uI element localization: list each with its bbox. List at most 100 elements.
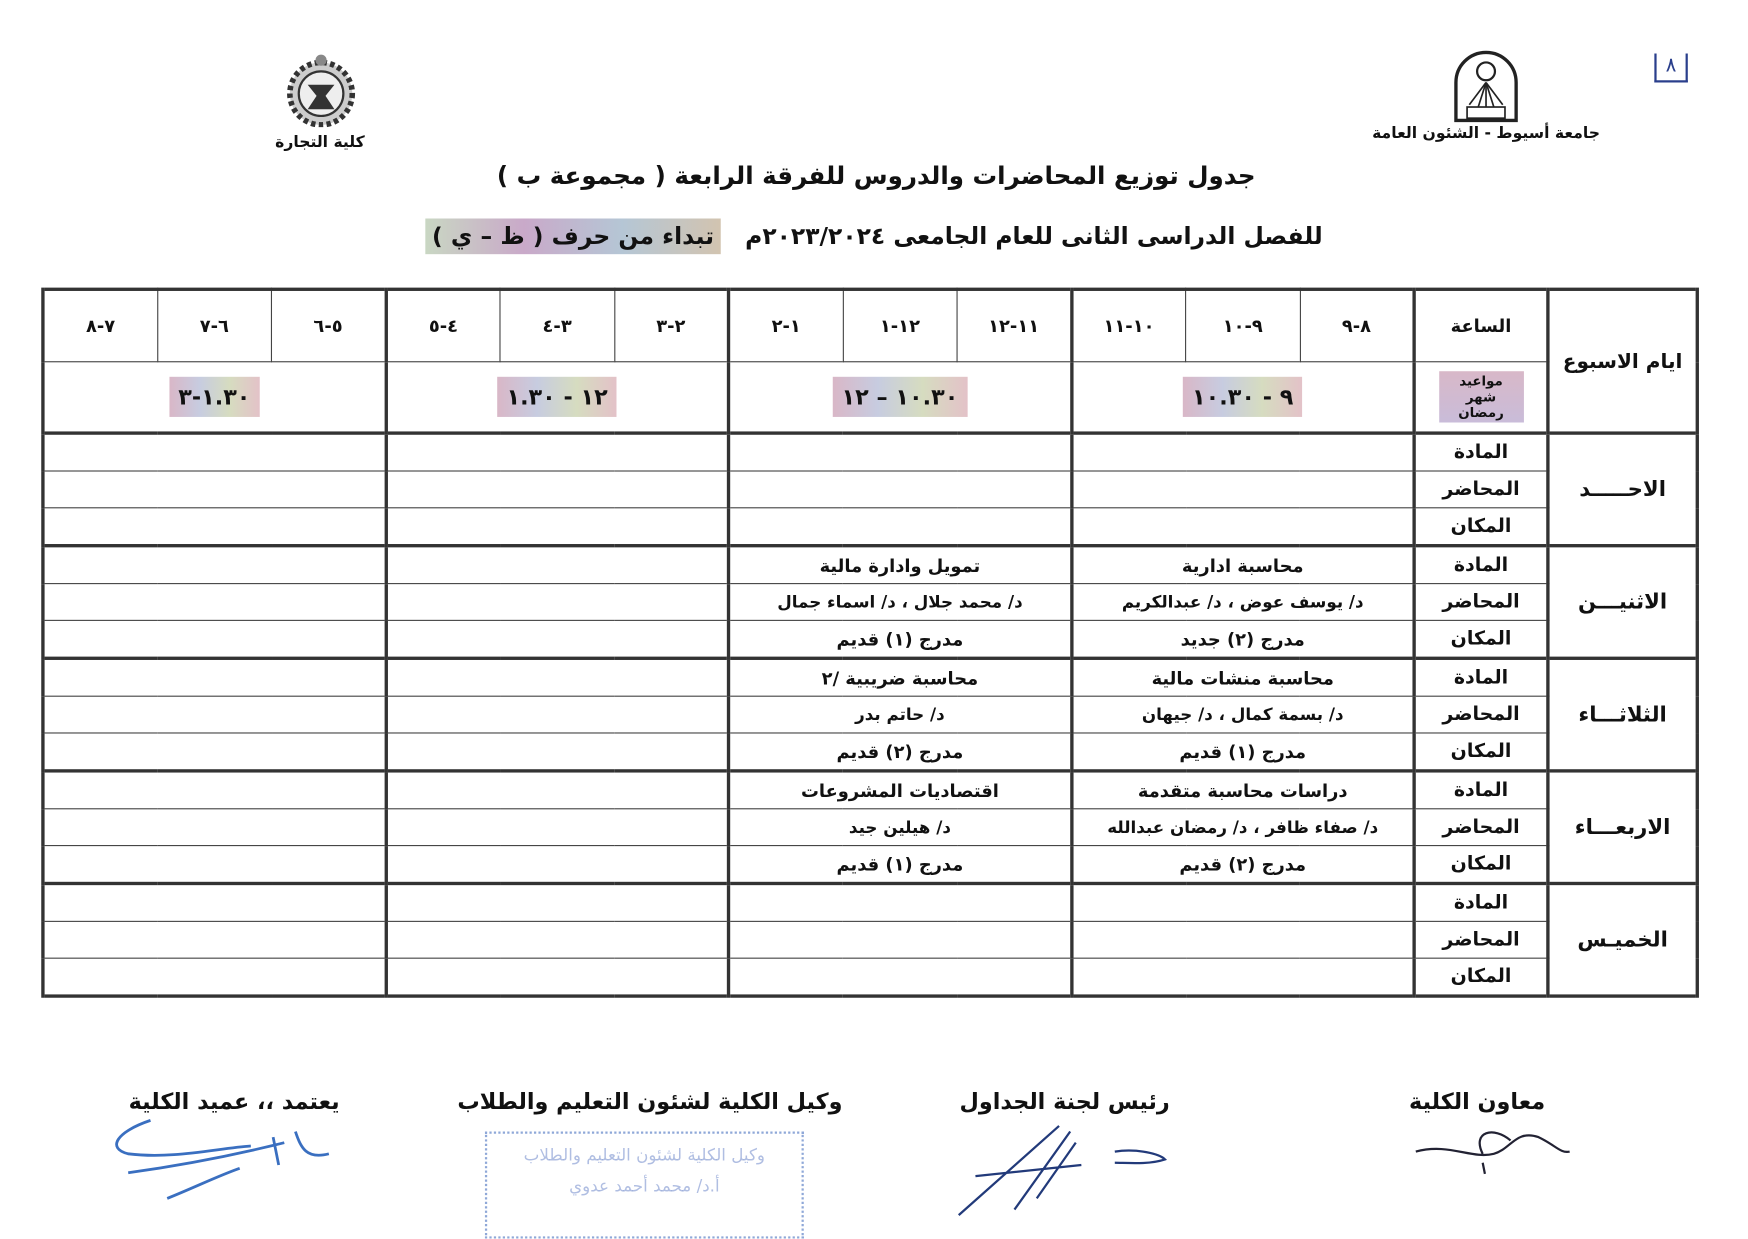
- subject-cell: [1069, 431, 1415, 472]
- slot-header: ٥-٦: [270, 288, 387, 363]
- location-cell: [384, 845, 730, 885]
- ramadan-time: ١٠.٣٠ – ١٢: [832, 376, 968, 417]
- row-label: المحاضر: [1412, 920, 1549, 959]
- day-name: الاحـــــد: [1546, 431, 1699, 547]
- lecturer-cell: [384, 695, 730, 734]
- stamp-line2: أ.د/ محمد أحمد عدوي: [569, 1176, 720, 1197]
- schedule-table: ايام الاسبوع الساعة ٨-٩ ٩-١٠ ١٠-١١ ١١-١٢ ١٢-١ ١…: [41, 287, 1699, 998]
- row-label: المكان: [1412, 619, 1549, 659]
- subject-cell: [1069, 881, 1415, 922]
- day-name: الاربعـــاء: [1546, 769, 1699, 885]
- day-row: المكان مدرج (١) قديم مدرج (٢) قديم: [41, 732, 1697, 772]
- location-cell: مدرج (١) قديم: [726, 619, 1072, 659]
- header-row: ايام الاسبوع الساعة ٨-٩ ٩-١٠ ١٠-١١ ١١-١٢ ١٢-١ ١…: [41, 288, 1699, 434]
- ramadan-label: مواعيد شهر رمضان: [1438, 371, 1524, 423]
- subject-cell: [384, 431, 730, 472]
- location-cell: [41, 845, 387, 885]
- lecturer-cell: [41, 808, 387, 847]
- lecturer-cell: [384, 920, 730, 959]
- day-row: المكان: [41, 507, 1697, 547]
- hour-header: الساعة: [1412, 288, 1549, 363]
- slot-header: ٨-٩: [1299, 288, 1415, 363]
- day-row: الاحـــــد المادة: [41, 431, 1699, 547]
- day-name: الثلاثـــاء: [1546, 656, 1699, 772]
- committee-head-signature: [957, 1125, 1168, 1216]
- faculty-of-commerce-logo: [287, 54, 356, 128]
- ramadan-time-cell: ٩ - ١٠.٣٠: [1069, 361, 1415, 434]
- lecturer-cell: د/ محمد جلال ، د/ اسماء جمال: [726, 583, 1072, 621]
- day-row: الثلاثـــاء المادة محاسبة منشات مالية محاسب…: [41, 656, 1699, 772]
- location-cell: [384, 619, 730, 659]
- location-cell: [1069, 957, 1415, 997]
- lecturer-cell: [384, 470, 730, 509]
- day-row: المحاضر: [41, 470, 1697, 509]
- committee-head-signature-title: رئيس لجنة الجداول: [959, 1088, 1170, 1115]
- slot-header: ١-٢: [726, 288, 844, 363]
- lecturer-cell: [726, 920, 1072, 959]
- subject-cell: [41, 656, 387, 697]
- subject-cell: اقتصاديات المشروعات: [726, 769, 1072, 810]
- day-row: المكان مدرج (٢) قديم مدرج (١) قديم: [41, 845, 1697, 885]
- lecturer-cell: [41, 583, 387, 621]
- location-cell: مدرج (١) قديم: [1069, 732, 1415, 772]
- ramadan-label-cell: مواعيد شهر رمضان: [1412, 361, 1549, 434]
- subject-cell: [41, 769, 387, 810]
- slot-header: ٩-١٠: [1185, 288, 1301, 363]
- location-cell: [384, 507, 730, 547]
- lecturer-cell: [41, 920, 387, 959]
- ramadan-time: ١.٣٠-٣: [169, 376, 260, 417]
- subject-cell: [41, 431, 387, 472]
- stamp-line1: وكيل الكلية لشئون التعليم والطلاب: [523, 1144, 766, 1165]
- subject-cell: [41, 881, 387, 922]
- row-label: المكان: [1412, 507, 1549, 547]
- ramadan-row: مواعيد شهر رمضان ٩ - ١٠.٣٠ ١٠.٣٠ – ١٢ ١٢ - …: [41, 361, 1697, 434]
- row-label: المكان: [1412, 845, 1549, 885]
- location-cell: [41, 619, 387, 659]
- subject-cell: [726, 431, 1072, 472]
- day-row: المكان مدرج (٢) جديد مدرج (١) قديم: [41, 619, 1697, 659]
- lecturer-cell: [726, 470, 1072, 509]
- slot-header: ٢-٣: [613, 288, 730, 363]
- page-subtitle: للفصل الدراسى الثانى للعام الجامعى ٢٠٢٣/…: [425, 218, 1323, 255]
- row-label: المادة: [1412, 431, 1549, 472]
- subtitle-main: للفصل الدراسى الثانى للعام الجامعى ٢٠٢٣/…: [745, 222, 1323, 250]
- location-cell: مدرج (١) قديم: [726, 845, 1072, 885]
- lecturer-cell: د/ صفاء ظافر ، د/ رمضان عبدالله: [1069, 808, 1415, 847]
- official-stamp: وكيل الكلية لشئون التعليم والطلاب أ.د/ م…: [484, 1131, 804, 1239]
- subject-cell: دراسات محاسبة متقدمة: [1069, 769, 1415, 810]
- assiut-university-logo: [1454, 50, 1518, 123]
- location-cell: [41, 957, 387, 997]
- location-cell: [384, 732, 730, 772]
- location-cell: [726, 957, 1072, 997]
- lecturer-cell: [384, 583, 730, 621]
- day-row: المحاضر د/ صفاء ظافر ، د/ رمضان عبدالله د/…: [41, 808, 1697, 847]
- lecturer-cell: د/ يوسف عوض ، د/ عبدالكريم: [1069, 583, 1415, 621]
- row-label: المادة: [1412, 544, 1549, 585]
- dean-signature: [115, 1119, 330, 1200]
- row-label: المحاضر: [1412, 808, 1549, 847]
- day-name: الخميـس: [1546, 881, 1699, 997]
- row-label: المادة: [1412, 881, 1549, 922]
- subject-cell: [726, 881, 1072, 922]
- subject-cell: محاسبة ادارية: [1069, 544, 1415, 585]
- location-cell: [1069, 507, 1415, 547]
- day-row: المكان: [41, 957, 1697, 997]
- location-cell: [41, 507, 387, 547]
- vice-dean-signature-title: وكيل الكلية لشئون التعليم والطلاب: [457, 1088, 843, 1115]
- location-cell: مدرج (٢) قديم: [726, 732, 1072, 772]
- slot-header: ٦-٧: [156, 288, 273, 363]
- ramadan-time: ١٢ - ١.٣٠: [497, 376, 617, 417]
- slot-header: ١٢-١: [842, 288, 958, 363]
- day-name: الاثنيـــن: [1546, 544, 1699, 659]
- ramadan-time-cell: ١٢ - ١.٣٠: [384, 361, 730, 434]
- location-cell: مدرج (٢) قديم: [1069, 845, 1415, 885]
- location-cell: مدرج (٢) جديد: [1069, 619, 1415, 659]
- day-row: المحاضر د/ بسمة كمال ، د/ جيهان د/ حاتم بد…: [41, 695, 1697, 734]
- row-label: المادة: [1412, 656, 1549, 697]
- location-cell: [726, 507, 1072, 547]
- assistant-signature-title: معاون الكلية: [1409, 1088, 1546, 1115]
- lecturer-cell: [1069, 470, 1415, 509]
- row-label: المكان: [1412, 957, 1549, 997]
- day-row: المحاضر: [41, 920, 1697, 959]
